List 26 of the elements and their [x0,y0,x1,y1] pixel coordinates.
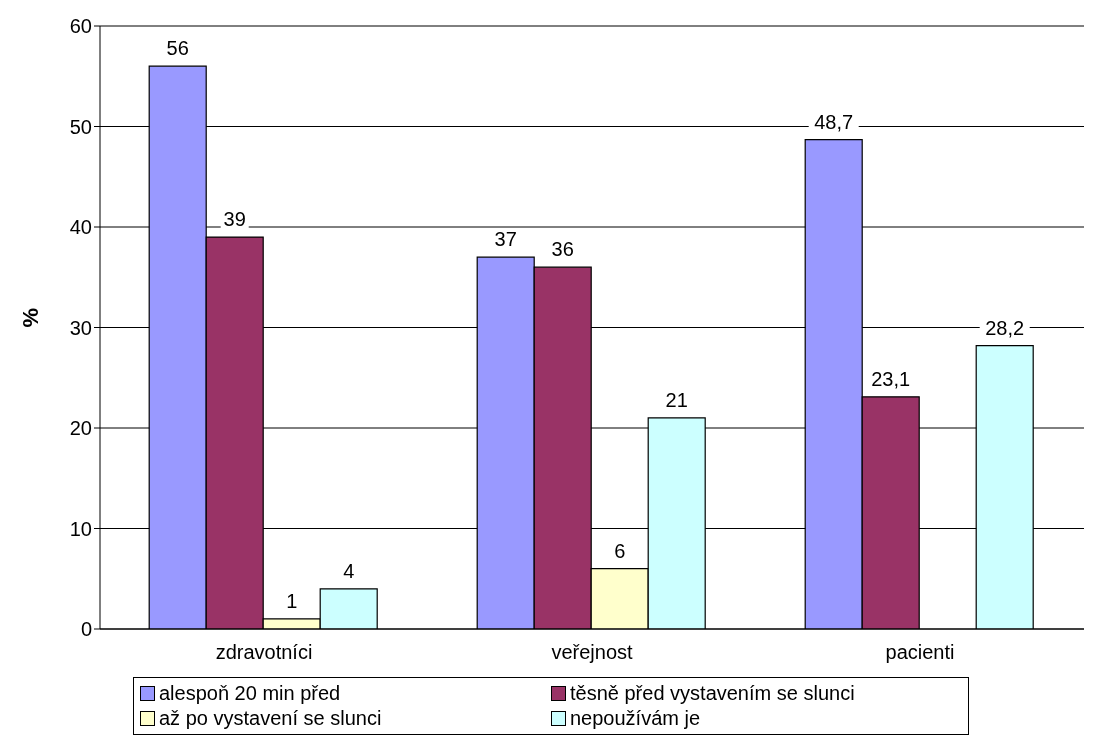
y-tick-label: 10 [69,517,92,540]
y-tick-label: 0 [80,618,92,641]
data-label: 37 [494,228,517,251]
y-tick-label: 40 [69,216,92,239]
data-label: 23,1 [871,367,911,390]
x-tick-label: pacienti [885,641,955,664]
data-label: 39 [223,208,246,231]
data-label: 1 [286,589,298,612]
y-tick-label: 50 [69,115,92,138]
data-label: 56 [166,37,189,60]
x-tick-label: zdravotníci [215,641,313,664]
data-label: 36 [551,238,574,261]
data-label: 48,7 [814,110,854,133]
legend-label: nepoužívám je [570,707,701,730]
legend-label: až po vystavení se slunci [159,707,382,730]
legend-label: alespoň 20 min před [159,682,341,705]
data-label: 6 [614,539,626,562]
legend-label: těsně před vystavením se slunci [570,682,855,705]
x-tick-label: veřejnost [551,641,634,664]
data-label: 28,2 [985,316,1025,339]
data-label: 4 [343,559,355,582]
y-tick-label: 30 [69,316,92,339]
y-axis-title: % [17,307,43,328]
y-tick-label: 20 [69,417,92,440]
y-tick-label: 60 [69,15,92,38]
data-label: 21 [665,388,688,411]
